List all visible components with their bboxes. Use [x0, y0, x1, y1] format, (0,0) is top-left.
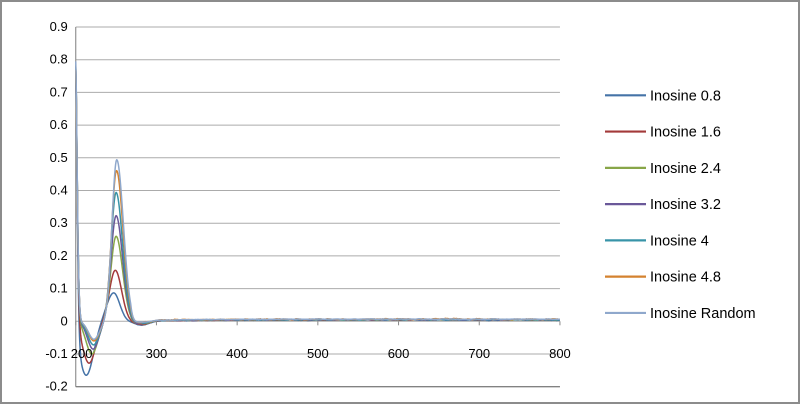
svg-text:Inosine 4: Inosine 4	[650, 233, 709, 249]
svg-text:0.9: 0.9	[50, 19, 68, 34]
svg-text:500: 500	[307, 346, 329, 361]
svg-text:0.4: 0.4	[50, 183, 68, 198]
svg-text:0.6: 0.6	[50, 117, 68, 132]
svg-text:-0.2: -0.2	[45, 379, 67, 394]
svg-text:Inosine 4.8: Inosine 4.8	[650, 270, 721, 286]
svg-text:300: 300	[146, 346, 168, 361]
svg-text:Inosine 0.8: Inosine 0.8	[650, 88, 721, 104]
svg-text:400: 400	[226, 346, 248, 361]
svg-text:Inosine 2.4: Inosine 2.4	[650, 161, 721, 177]
svg-text:0.5: 0.5	[50, 150, 68, 165]
svg-text:-0.1: -0.1	[45, 346, 67, 361]
svg-text:Inosine 1.6: Inosine 1.6	[650, 125, 721, 141]
svg-text:Inosine 3.2: Inosine 3.2	[650, 197, 721, 213]
svg-text:0.7: 0.7	[50, 84, 68, 99]
svg-text:0.1: 0.1	[50, 281, 68, 296]
svg-text:0.2: 0.2	[50, 248, 68, 263]
svg-text:0: 0	[61, 313, 68, 328]
svg-text:0.8: 0.8	[50, 52, 68, 67]
svg-text:800: 800	[549, 346, 571, 361]
svg-text:0.3: 0.3	[50, 215, 68, 230]
svg-text:600: 600	[388, 346, 410, 361]
svg-text:Inosine Random: Inosine Random	[650, 306, 756, 322]
svg-text:700: 700	[468, 346, 490, 361]
svg-text:200: 200	[71, 346, 93, 361]
